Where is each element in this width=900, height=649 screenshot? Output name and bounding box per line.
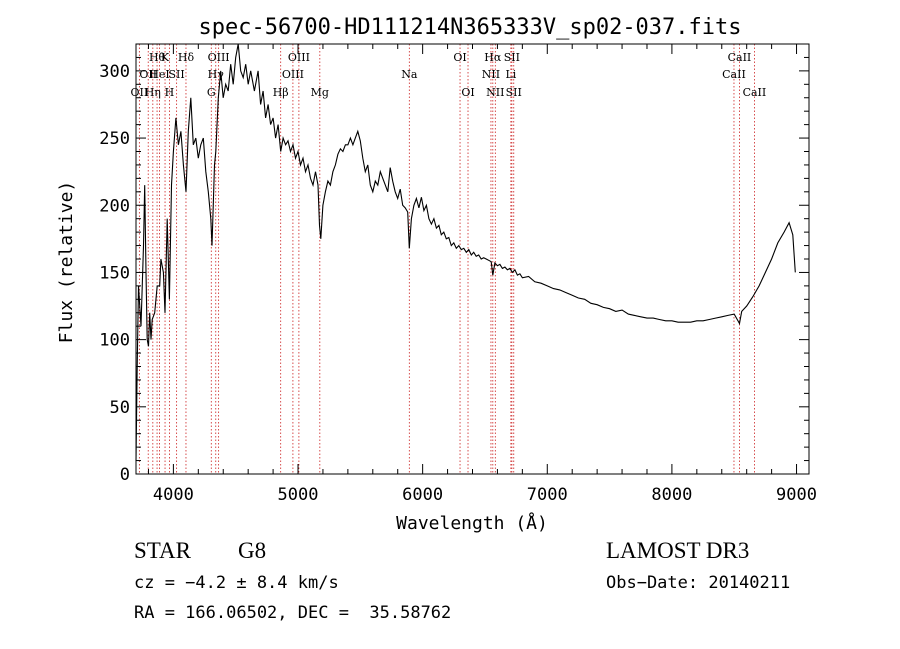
spectral-subclass: G8 [238, 538, 267, 563]
marker-label-oi: OI [461, 86, 474, 99]
y-axis-label: Flux (relative) [56, 181, 77, 344]
marker-label-oi: OI [453, 51, 466, 64]
y-tick-label-200: 200 [99, 196, 130, 216]
marker-label-k: K [161, 51, 170, 64]
y-tick-label-0: 0 [120, 465, 130, 485]
marker-label-sii: SII [169, 68, 185, 81]
marker-label-nii: NII [486, 86, 504, 99]
marker-label-hβ: Hβ [273, 86, 289, 99]
marker-label-li: Li [505, 68, 516, 81]
y-tick-label-100: 100 [99, 331, 130, 351]
y-axis-ticks: 0 50 100 150 200 250 300 [99, 43, 809, 485]
survey-name: LAMOST DR3 [606, 538, 750, 563]
x-tick-label-5000: 5000 [278, 485, 319, 505]
series-line-spectrum [135, 43, 796, 461]
marker-label-caii: CaII [722, 68, 746, 81]
x-tick-label-4000: 4000 [153, 485, 194, 505]
coords-text: RA = 166.06502, DEC = 35.58762 [134, 603, 452, 623]
line-markers [138, 44, 755, 474]
marker-label-oiii: OIII [282, 68, 304, 81]
marker-label-hη: Hη [145, 86, 161, 99]
marker-label-hei: HeI [149, 68, 169, 81]
marker-label-sii: SII [504, 51, 520, 64]
marker-label-g: G [207, 86, 216, 99]
obs-date-text: Obs−Date: 20140211 [606, 573, 791, 593]
marker-label-caii: CaII [728, 51, 752, 64]
x-tick-label-6000: 6000 [402, 485, 443, 505]
marker-label-mg: Mg [311, 86, 329, 99]
marker-label-na: Na [401, 68, 418, 81]
marker-label-oiii: OIII [288, 51, 310, 64]
marker-label-h: H [165, 86, 175, 99]
plot-frame [135, 43, 810, 475]
marker-label-sii: SII [506, 86, 522, 99]
x-tick-label-7000: 7000 [527, 485, 568, 505]
marker-label-oii: OII [131, 86, 149, 99]
x-tick-label-9000: 9000 [776, 485, 817, 505]
y-tick-label-150: 150 [99, 263, 130, 283]
y-tick-label-300: 300 [99, 62, 130, 82]
marker-label-hδ: Hδ [178, 51, 195, 64]
marker-label-hα: Hα [484, 51, 502, 64]
y-tick-label-50: 50 [110, 398, 130, 418]
object-class: STAR [134, 538, 191, 563]
marker-label-oiii: OIII [208, 51, 230, 64]
marker-label-nii: NII [482, 68, 500, 81]
marker-label-hθ: Hθ [149, 51, 166, 64]
x-axis-ticks: 4000 5000 6000 7000 8000 9000 [147, 44, 817, 505]
marker-label-caii: CaII [743, 86, 767, 99]
y-tick-label-250: 250 [99, 129, 130, 149]
x-axis-label: Wavelength (Å) [396, 512, 548, 534]
redshift-text: cz = −4.2 ± 8.4 km/s [134, 573, 339, 593]
line-marker-labels: OIIOIIHηHθHeIKHSIIHδGHγOIIIHβOIIIOIIIMgN… [131, 51, 767, 99]
chart-title: spec-56700-HD111214N365333V_sp02-037.fit… [198, 15, 741, 40]
x-tick-label-8000: 8000 [651, 485, 692, 505]
